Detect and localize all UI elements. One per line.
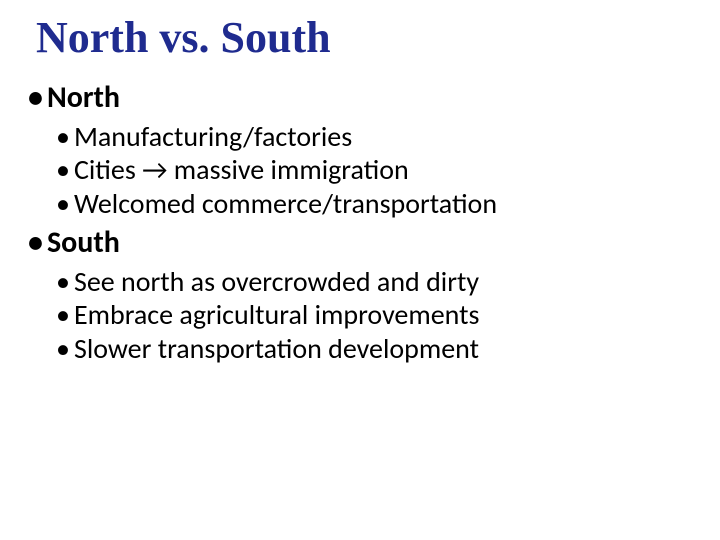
bullet-icon: • <box>56 332 70 366</box>
heading-text: South <box>47 224 120 261</box>
bullet-icon: • <box>56 120 70 154</box>
heading-text: North <box>47 79 120 116</box>
bullet-icon: • <box>28 81 43 116</box>
bullet-icon: • <box>56 265 70 299</box>
item-text: See north as overcrowded and dirty <box>74 264 479 299</box>
bullet-icon: • <box>56 187 70 221</box>
bullet-icon: • <box>56 298 70 332</box>
section-heading-south: •South <box>0 226 720 261</box>
list-item: •See north as overcrowded and dirty <box>0 265 720 299</box>
item-text: Cities → massive immigration <box>74 152 409 187</box>
list-item: •Slower transportation development <box>0 332 720 366</box>
section-heading-north: •North <box>0 81 720 116</box>
item-text: Welcomed commerce/transportation <box>74 186 497 221</box>
list-item: •Manufacturing/factories <box>0 120 720 154</box>
item-text: Manufacturing/factories <box>74 119 352 154</box>
list-item: •Cities → massive immigration <box>0 153 720 187</box>
bullet-icon: • <box>28 226 43 261</box>
item-text: Embrace agricultural improvements <box>74 297 480 332</box>
item-text: Slower transportation development <box>74 331 479 366</box>
list-item: •Welcomed commerce/transportation <box>0 187 720 221</box>
list-item: •Embrace agricultural improvements <box>0 298 720 332</box>
bullet-icon: • <box>56 153 70 187</box>
slide-container: North vs. South •North •Manufacturing/fa… <box>0 0 720 366</box>
slide-title: North vs. South <box>0 12 720 63</box>
